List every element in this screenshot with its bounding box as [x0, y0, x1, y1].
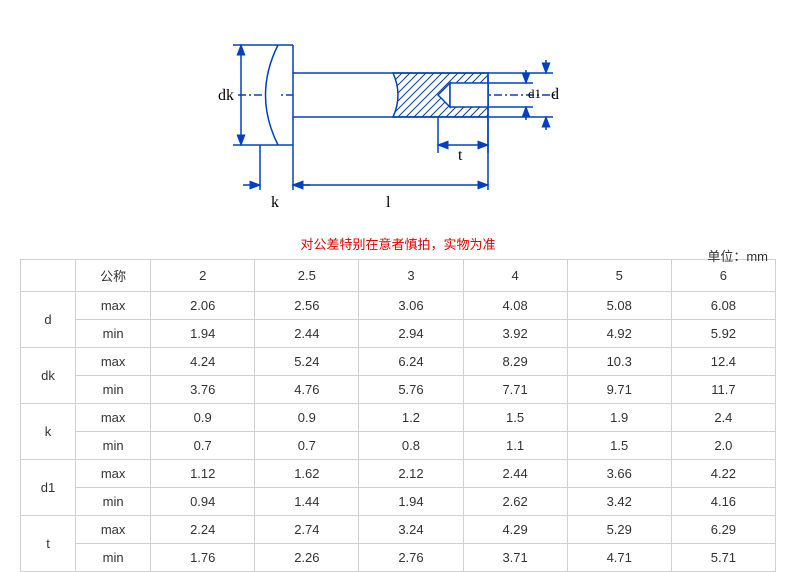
row-label-min: min [76, 488, 151, 516]
table-cell: 0.9 [255, 404, 359, 432]
label-d1: d1 [528, 86, 541, 101]
table-cell: 2.76 [359, 544, 463, 572]
col-header-size: 2.5 [255, 260, 359, 292]
table-cell: 6.24 [359, 348, 463, 376]
label-l: l [386, 194, 391, 211]
table-cell: 1.1 [463, 432, 567, 460]
table-cell: 4.71 [567, 544, 671, 572]
table-cell: 2.94 [359, 320, 463, 348]
table-cell: 2.44 [255, 320, 359, 348]
table-cell: 3.76 [151, 376, 255, 404]
table-cell: 1.9 [567, 404, 671, 432]
table-corner [21, 260, 76, 292]
table-cell: 7.71 [463, 376, 567, 404]
table-cell: 2.26 [255, 544, 359, 572]
col-header-nominal: 公称 [76, 260, 151, 292]
label-dk: dk [218, 87, 234, 104]
table-cell: 3.42 [567, 488, 671, 516]
table-cell: 8.29 [463, 348, 567, 376]
table-cell: 2.74 [255, 516, 359, 544]
table-cell: 3.71 [463, 544, 567, 572]
param-name: d [21, 292, 76, 348]
table-cell: 2.12 [359, 460, 463, 488]
table-cell: 11.7 [671, 376, 775, 404]
row-label-max: max [76, 404, 151, 432]
label-k: k [271, 194, 279, 211]
table-cell: 3.06 [359, 292, 463, 320]
table-cell: 1.76 [151, 544, 255, 572]
table-cell: 2.4 [671, 404, 775, 432]
table-cell: 5.08 [567, 292, 671, 320]
table-cell: 4.76 [255, 376, 359, 404]
table-cell: 2.44 [463, 460, 567, 488]
row-label-max: max [76, 516, 151, 544]
label-d: d [551, 86, 559, 103]
table-cell: 1.62 [255, 460, 359, 488]
table-cell: 0.8 [359, 432, 463, 460]
table-cell: 6.29 [671, 516, 775, 544]
table-cell: 4.16 [671, 488, 775, 516]
table-cell: 5.24 [255, 348, 359, 376]
warning-text: 对公差特别在意者慎拍，实物为准 [0, 230, 796, 259]
row-label-max: max [76, 292, 151, 320]
table-cell: 3.92 [463, 320, 567, 348]
param-name: d1 [21, 460, 76, 516]
table-cell: 5.76 [359, 376, 463, 404]
table-cell: 4.08 [463, 292, 567, 320]
table-cell: 2.62 [463, 488, 567, 516]
table-cell: 2.24 [151, 516, 255, 544]
table-cell: 0.9 [151, 404, 255, 432]
table-cell: 1.94 [151, 320, 255, 348]
table-cell: 1.5 [463, 404, 567, 432]
table-cell: 4.29 [463, 516, 567, 544]
row-label-min: min [76, 544, 151, 572]
technical-drawing: dk k l t d1 d [0, 0, 796, 230]
row-label-min: min [76, 320, 151, 348]
table-cell: 12.4 [671, 348, 775, 376]
table-cell: 2.06 [151, 292, 255, 320]
row-label-max: max [76, 348, 151, 376]
table-cell: 9.71 [567, 376, 671, 404]
table-cell: 0.94 [151, 488, 255, 516]
table-cell: 4.24 [151, 348, 255, 376]
table-cell: 5.71 [671, 544, 775, 572]
col-header-size: 2 [151, 260, 255, 292]
unit-label: 单位：mm [707, 246, 768, 265]
label-t: t [458, 147, 463, 164]
col-header-size: 4 [463, 260, 567, 292]
table-cell: 1.94 [359, 488, 463, 516]
row-label-min: min [76, 432, 151, 460]
table-cell: 2.56 [255, 292, 359, 320]
table-cell: 6.08 [671, 292, 775, 320]
table-cell: 10.3 [567, 348, 671, 376]
table-cell: 1.5 [567, 432, 671, 460]
col-header-size: 3 [359, 260, 463, 292]
table-cell: 1.12 [151, 460, 255, 488]
table-cell: 4.22 [671, 460, 775, 488]
table-cell: 0.7 [255, 432, 359, 460]
col-header-size: 5 [567, 260, 671, 292]
rivet-diagram: dk k l t d1 d [188, 15, 608, 215]
table-cell: 3.66 [567, 460, 671, 488]
table-cell: 2.0 [671, 432, 775, 460]
table-cell: 5.92 [671, 320, 775, 348]
param-name: dk [21, 348, 76, 404]
table-cell: 3.24 [359, 516, 463, 544]
row-label-min: min [76, 376, 151, 404]
table-cell: 1.2 [359, 404, 463, 432]
table-cell: 0.7 [151, 432, 255, 460]
table-cell: 1.44 [255, 488, 359, 516]
table-cell: 5.29 [567, 516, 671, 544]
table-cell: 4.92 [567, 320, 671, 348]
param-name: k [21, 404, 76, 460]
row-label-max: max [76, 460, 151, 488]
spec-table: 公称22.53456dmax2.062.563.064.085.086.08mi… [20, 259, 776, 572]
